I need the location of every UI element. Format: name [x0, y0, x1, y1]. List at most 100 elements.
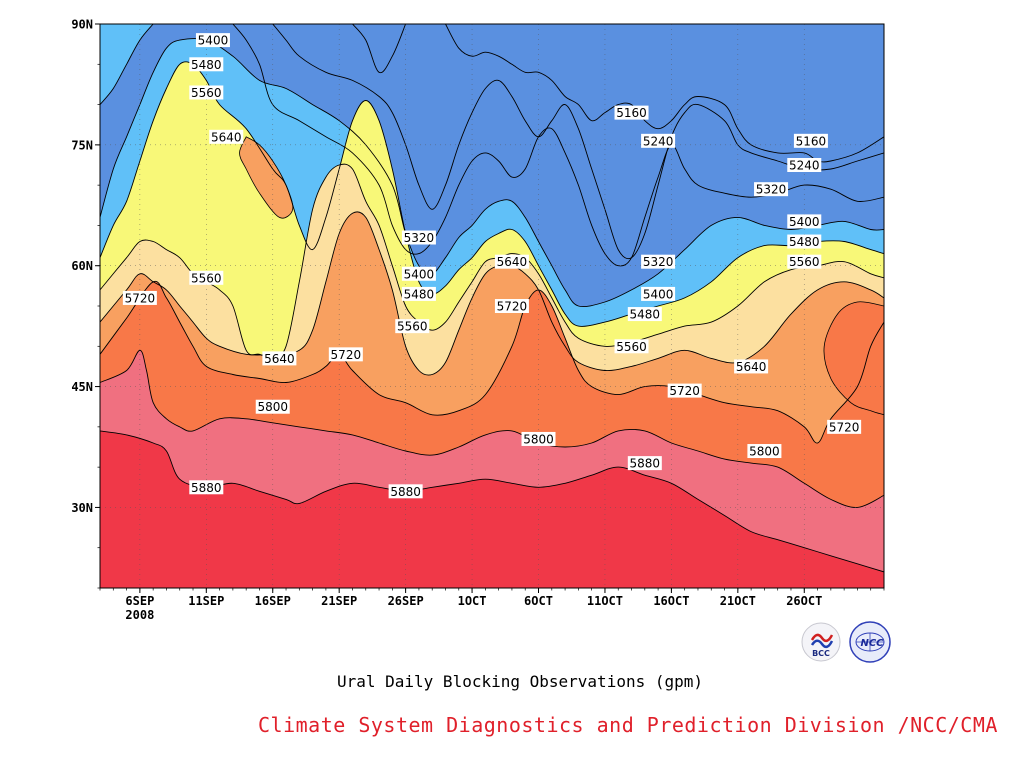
contour-label-text: 5480	[630, 308, 661, 322]
band-5880	[100, 430, 884, 588]
contour-label-5400: 5400	[787, 214, 822, 229]
contour-line-5320b	[232, 24, 884, 267]
x-tick-label: 26OCT	[786, 594, 822, 608]
contour-label-5240: 5240	[641, 133, 676, 148]
contour-label-5640: 5640	[494, 254, 529, 269]
contour-line-5320	[100, 24, 154, 105]
contour-label-text: 5720	[497, 300, 528, 314]
contour-label-5480: 5480	[401, 286, 436, 301]
x-tick-label: 21OCT	[720, 594, 756, 608]
contour-label-box	[793, 133, 828, 148]
ncc-logo: NCC	[849, 621, 891, 663]
contour-label-5320: 5320	[401, 230, 436, 245]
contour-label-text: 5880	[191, 481, 222, 495]
contour-label-box	[754, 182, 789, 197]
contour-label-5720: 5720	[122, 290, 157, 305]
contour-label-5480: 5480	[627, 307, 662, 322]
x-tick-label: 11OCT	[587, 594, 623, 608]
contour-label-box	[667, 383, 702, 398]
contour-label-5640: 5640	[262, 351, 297, 366]
contour-label-box	[401, 266, 436, 281]
contour-line-5640	[100, 211, 884, 376]
contour-line-5240b	[351, 24, 407, 74]
contour-label-5720: 5720	[494, 299, 529, 314]
contour-label-5480: 5480	[189, 57, 224, 72]
contour-label-box	[627, 307, 662, 322]
contour-label-5560: 5560	[614, 339, 649, 354]
contour-label-box	[614, 105, 649, 120]
contour-label-5480: 5480	[787, 234, 822, 249]
x-tick-label: 1OCT	[458, 594, 487, 608]
contour-line-5800	[100, 349, 884, 508]
contour-label-text: 5880	[630, 457, 661, 471]
chart-caption: Ural Daily Blocking Observations (gpm)	[336, 672, 704, 691]
contour-label-text: 5400	[789, 215, 820, 229]
contour-label-5640: 5640	[209, 129, 244, 144]
contour-labels: 5400 5480 5560 5640 5320 5400 5480 5560 5560 5720…	[122, 33, 862, 499]
contour-label-box	[734, 359, 769, 374]
contour-label-text: 5240	[789, 159, 820, 173]
contour-label-text: 5720	[829, 420, 860, 434]
contour-label-box	[401, 286, 436, 301]
contour-label-text: 5480	[191, 58, 222, 72]
contour-label-box	[395, 319, 430, 334]
contour-label-text: 5480	[404, 287, 435, 301]
filled-contour-bands	[100, 24, 884, 588]
contour-label-text: 5800	[257, 400, 288, 414]
contour-label-text: 5640	[264, 352, 295, 366]
contour-label-box	[195, 33, 230, 48]
band-5640-core	[239, 136, 294, 219]
contour-label-box	[388, 484, 423, 499]
contour-label-box	[328, 347, 363, 362]
contour-label-text: 5560	[789, 255, 820, 269]
x-tick-label: 11SEP	[188, 594, 224, 608]
contour-label-text: 5240	[643, 134, 674, 148]
contour-label-5640: 5640	[734, 359, 769, 374]
x-tick-label: 26SEP	[388, 594, 424, 608]
contour-label-text: 5720	[331, 348, 362, 362]
contour-label-text: 5640	[211, 130, 242, 144]
contour-label-5560: 5560	[395, 319, 430, 334]
band-5240-lobe	[352, 24, 406, 73]
contour-label-box	[521, 431, 556, 446]
contour-label-text: 5400	[643, 287, 674, 301]
bcc-logo: BCC	[801, 622, 841, 662]
contour-label-box	[189, 57, 224, 72]
contour-line-5240	[272, 24, 884, 260]
contour-label-box	[787, 254, 822, 269]
contour-label-text: 5160	[796, 134, 827, 148]
contour-label-text: 5480	[789, 235, 820, 249]
contour-label-5400: 5400	[641, 286, 676, 301]
contour-label-5560: 5560	[787, 254, 822, 269]
contour-label-5560: 5560	[189, 270, 224, 285]
y-tick-label: 30N	[71, 501, 93, 515]
contour-label-box	[627, 456, 662, 471]
contour-label-5160: 5160	[793, 133, 828, 148]
x-tick-label: 16SEP	[255, 594, 291, 608]
contour-label-text: 5640	[497, 255, 528, 269]
bcc-logo-text: BCC	[812, 649, 830, 658]
contour-label-box	[641, 286, 676, 301]
contour-label-5720: 5720	[667, 383, 702, 398]
contour-label-5720: 5720	[827, 419, 862, 434]
contour-label-5880: 5880	[388, 484, 423, 499]
contour-label-text: 5320	[404, 231, 435, 245]
contour-label-box	[189, 270, 224, 285]
contour-line-5720	[100, 280, 884, 444]
ncc-logo-text: NCC	[860, 638, 884, 649]
contour-label-box	[787, 234, 822, 249]
contour-label-box	[641, 133, 676, 148]
y-tick-label: 75N	[71, 138, 93, 152]
contour-label-5160: 5160	[614, 105, 649, 120]
contour-label-box	[787, 158, 822, 172]
contour-line-5160	[445, 24, 884, 163]
x-tick-label: 6SEP	[125, 594, 154, 608]
contour-label-5800: 5800	[747, 444, 782, 459]
contour-label-box	[827, 419, 862, 434]
grid-lines	[100, 24, 884, 588]
x-axis: 6SEP 11SEP 16SEP 21SEP 26SEP 1OCT 6OCT 11OCT 16O…	[99, 588, 885, 622]
y-tick-label: 90N	[71, 18, 93, 32]
agency-logos: BCC NCC	[800, 620, 896, 664]
contour-label-box	[255, 399, 290, 414]
